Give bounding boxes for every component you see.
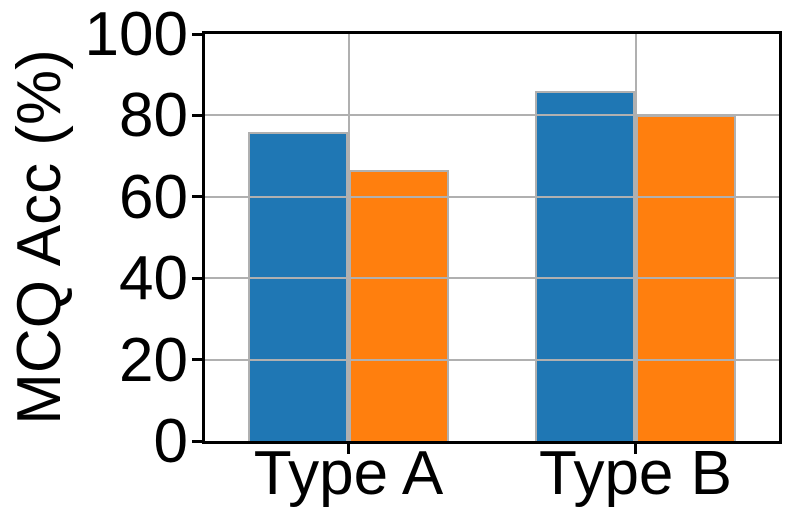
gridline-y-80 xyxy=(205,114,779,117)
y-tick-mark-20 xyxy=(192,358,205,362)
y-tick-label-40: 40 xyxy=(119,244,188,314)
y-tick-mark-40 xyxy=(192,276,205,280)
y-tick-label-0: 0 xyxy=(153,407,188,476)
plot-area xyxy=(205,34,779,441)
gridline-y-20 xyxy=(205,358,779,361)
gridline-y-60 xyxy=(205,195,779,198)
gridline-y-40 xyxy=(205,277,779,280)
x-tick-mark-type-b xyxy=(634,443,637,454)
x-tick-mark-type-a xyxy=(347,443,350,454)
y-tick-label-100: 100 xyxy=(84,0,188,69)
y-tick-label-80: 80 xyxy=(119,81,188,151)
bar-type-a-orange xyxy=(348,170,449,441)
y-tick-mark-60 xyxy=(192,195,205,199)
bar-type-b-blue xyxy=(535,90,636,441)
y-tick-mark-0 xyxy=(192,439,205,443)
y-tick-mark-100 xyxy=(192,32,205,36)
gridline-x-type-b xyxy=(634,34,637,441)
gridline-x-type-a xyxy=(347,34,350,441)
bar-type-a-blue xyxy=(248,131,349,441)
y-tick-label-20: 20 xyxy=(119,325,188,395)
y-tick-label-60: 60 xyxy=(119,162,188,232)
y-tick-mark-80 xyxy=(192,113,205,117)
